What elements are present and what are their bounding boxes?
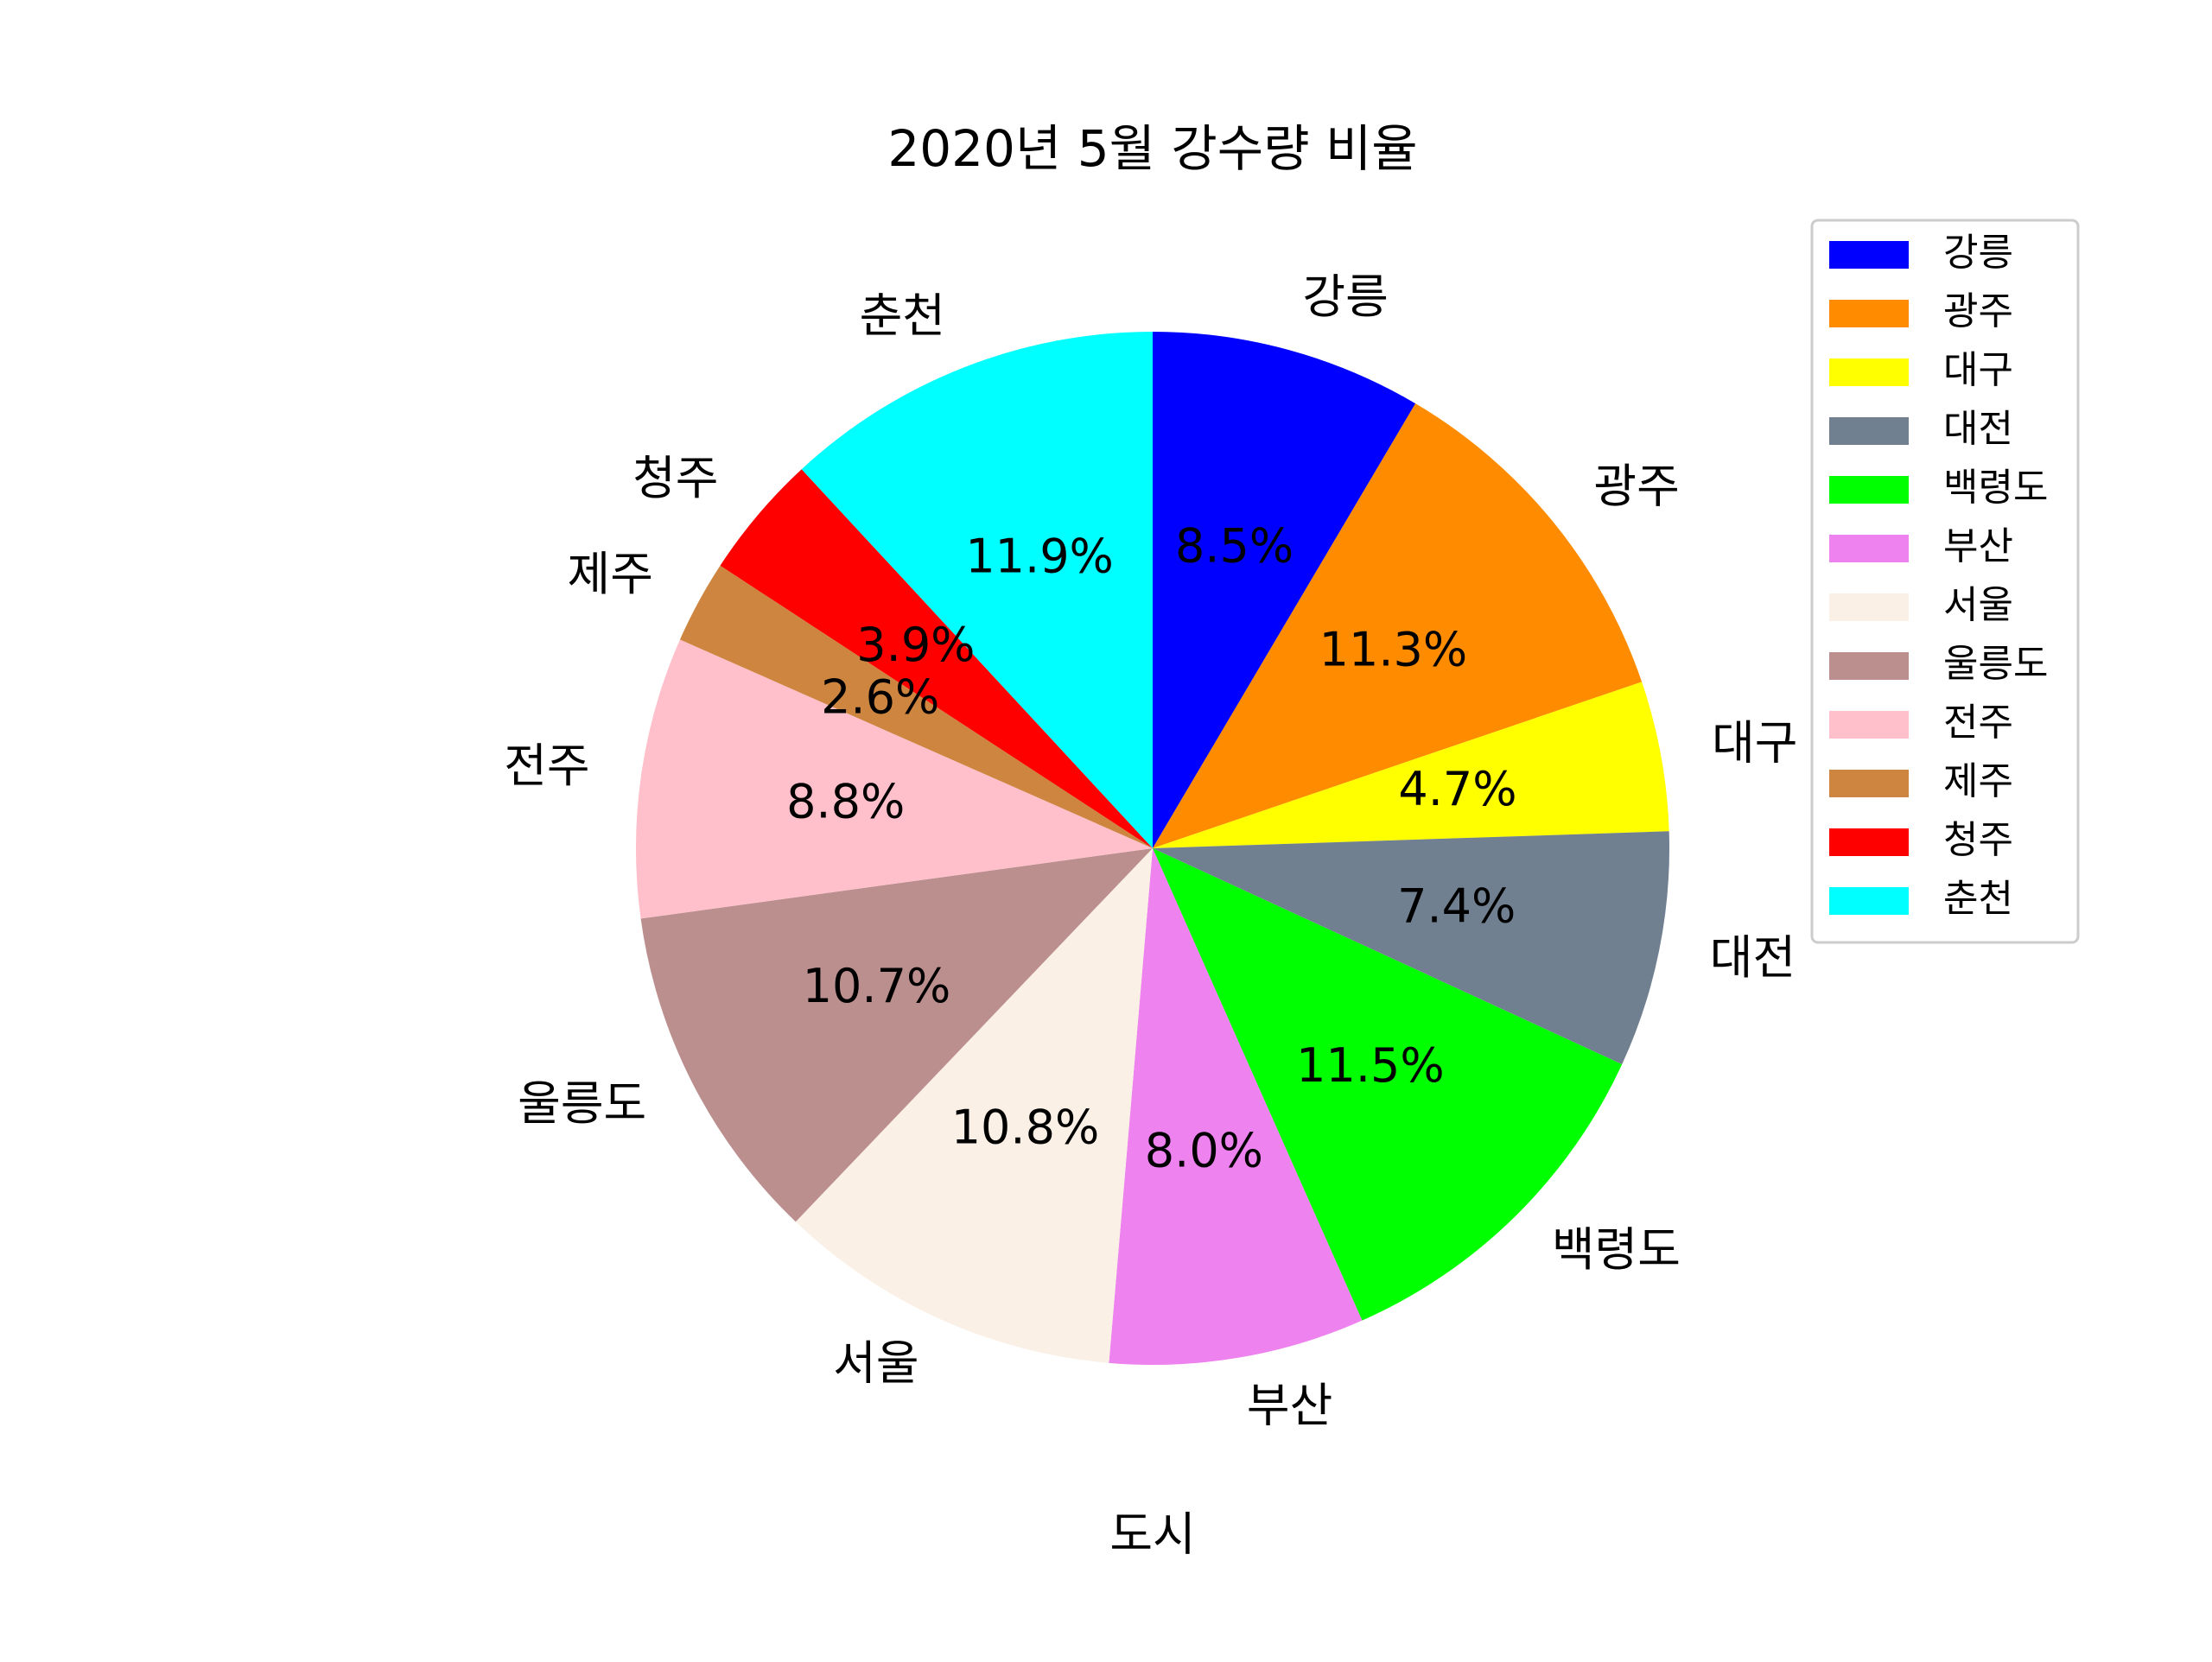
legend-swatch-2	[1829, 358, 1909, 386]
category-label-2: 대구	[1712, 716, 1797, 771]
legend-frame	[1810, 219, 2080, 944]
percent-label-10: 3.9%	[856, 618, 975, 672]
category-label-11: 춘천	[860, 289, 945, 343]
percent-label-1: 11.3%	[1319, 622, 1468, 676]
category-label-1: 광주	[1593, 460, 1679, 514]
legend-label-2: 대구	[1943, 348, 2013, 392]
legend-swatch-6	[1829, 593, 1909, 621]
chart-title: 2020년 5월 강수량 비율	[887, 119, 1417, 178]
category-label-8: 전주	[504, 739, 589, 793]
legend-label-9: 제주	[1943, 759, 2013, 803]
legend-label-11: 춘천	[1943, 877, 2013, 921]
legend-swatch-9	[1829, 770, 1909, 797]
percent-label-3: 7.4%	[1397, 879, 1516, 934]
x-axis-label: 도시	[1109, 1507, 1195, 1562]
legend-label-1: 광주	[1943, 289, 2013, 333]
legend-label-4: 백령도	[1943, 466, 2048, 510]
legend-label-6: 서울	[1943, 583, 2013, 627]
pie-slice-0	[1153, 332, 1416, 848]
legend-label-0: 강릉	[1943, 231, 2013, 275]
pie-slice-11	[801, 332, 1153, 848]
category-label-3: 대전	[1710, 930, 1796, 985]
legend-swatch-1	[1829, 300, 1909, 327]
category-label-6: 서울	[833, 1335, 918, 1390]
pie-slices	[636, 332, 1669, 1365]
legend-swatch-3	[1829, 417, 1909, 445]
pie-slice-4	[1153, 848, 1623, 1321]
legend-label-5: 부산	[1943, 524, 2013, 568]
category-label-7: 울릉도	[518, 1076, 646, 1131]
pie-slice-1	[1153, 403, 1643, 849]
legend-swatch-10	[1829, 828, 1909, 856]
percent-label-0: 8.5%	[1175, 519, 1294, 574]
percent-label-8: 8.8%	[786, 775, 905, 829]
legend-swatch-7	[1829, 652, 1909, 680]
category-label-5: 부산	[1247, 1378, 1332, 1432]
percent-labels: 8.5% 11.3% 4.7% 7.4% 11.5% 8.0% 10.8% 10.7% 8.8%…	[786, 519, 1516, 1178]
pie-slice-7	[640, 848, 1153, 1222]
pie-slice-5	[1109, 848, 1363, 1365]
percent-label-5: 8.0%	[1145, 1123, 1263, 1177]
legend-swatch-4	[1829, 476, 1909, 504]
percent-label-6: 10.8%	[951, 1101, 1100, 1155]
legend-label-7: 울릉도	[1943, 642, 2048, 686]
category-label-10: 청주	[632, 451, 718, 505]
pie-slice-9	[679, 565, 1153, 848]
legend-swatch-0	[1829, 241, 1909, 269]
percent-label-2: 4.7%	[1398, 762, 1516, 816]
pie-slice-10	[720, 469, 1153, 848]
legend-swatch-5	[1829, 535, 1909, 562]
category-label-4: 백령도	[1552, 1222, 1681, 1277]
percent-label-4: 11.5%	[1296, 1038, 1445, 1093]
pie-slice-8	[636, 639, 1153, 919]
legend-label-10: 청주	[1943, 818, 2013, 862]
pie-slice-2	[1153, 682, 1669, 848]
percent-label-11: 11.9%	[965, 530, 1114, 584]
pie-slice-6	[795, 848, 1153, 1363]
pie-slice-3	[1153, 831, 1669, 1065]
legend-swatch-11	[1829, 887, 1909, 915]
percent-label-9: 2.6%	[821, 669, 939, 724]
legend-label-3: 대전	[1943, 407, 2013, 451]
category-label-9: 제주	[568, 547, 653, 601]
legend-label-8: 전주	[1943, 701, 2013, 745]
percent-label-7: 10.7%	[803, 959, 951, 1013]
legend-swatch-8	[1829, 711, 1909, 739]
category-label-0: 강릉	[1302, 270, 1388, 324]
